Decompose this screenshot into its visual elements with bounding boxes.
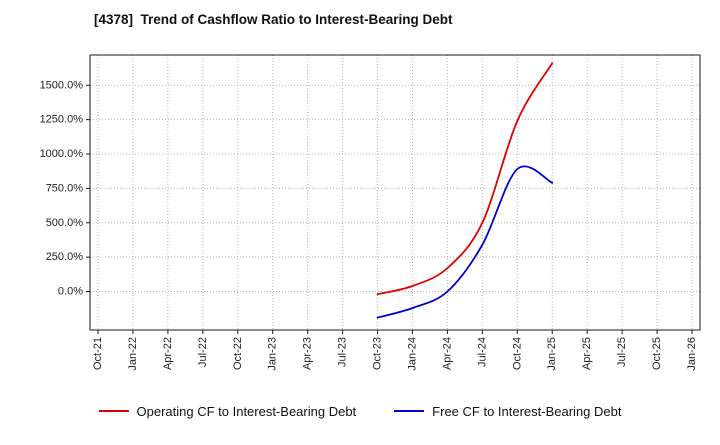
y-tick-label: 250.0% — [46, 251, 84, 263]
x-tick-label: Jul-24 — [476, 337, 488, 367]
x-tick-label: Oct-22 — [232, 337, 244, 370]
legend-item-free-cf: Free CF to Interest-Bearing Debt — [394, 404, 621, 419]
axes — [86, 54, 701, 334]
legend-label-free-cf: Free CF to Interest-Bearing Debt — [432, 403, 622, 419]
x-tick-label: Jan-26 — [686, 337, 698, 371]
x-tick-label: Oct-24 — [511, 337, 523, 370]
legend-line-blue — [394, 410, 425, 412]
y-tick-label: 1250.0% — [40, 114, 84, 126]
x-tick-label: Oct-23 — [372, 337, 384, 370]
x-tick-label: Oct-25 — [651, 337, 663, 370]
legend-item-operating-cf: Operating CF to Interest-Bearing Debt — [98, 403, 357, 419]
x-tick-label: Apr-22 — [162, 337, 174, 370]
y-tick-label: 1500.0% — [40, 79, 84, 91]
series-lines — [376, 62, 554, 319]
gridlines — [90, 55, 700, 330]
x-tick-label: Apr-25 — [581, 337, 593, 370]
y-tick-label: 0.0% — [58, 286, 83, 298]
axis-labels: Oct-21 Jan-22 Apr-22 Jul-22 Oct-22 Jan-23 Apr-… — [40, 79, 698, 370]
series-line-0 — [376, 62, 554, 296]
x-tick-label: Jan-24 — [406, 337, 418, 371]
y-tick-label: 1000.0% — [40, 148, 84, 160]
x-tick-label: Apr-23 — [302, 337, 314, 370]
x-tick-label: Jan-23 — [267, 337, 279, 371]
x-tick-label: Jul-25 — [616, 337, 628, 367]
legend-line-red — [98, 410, 129, 412]
plot-border — [89, 54, 701, 331]
x-tick-label: Jan-25 — [546, 337, 558, 371]
x-tick-label: Apr-24 — [441, 337, 453, 370]
x-tick-label: Oct-21 — [92, 337, 104, 370]
series-line-1 — [376, 165, 554, 319]
chart-title: [4378] Trend of Cashflow Ratio to Intere… — [94, 12, 453, 27]
legend-label-operating-cf: Operating CF to Interest-Bearing Debt — [136, 403, 357, 419]
chart-legend: Operating CF to Interest-Bearing Debt Fr… — [0, 401, 720, 421]
x-tick-label: Jul-23 — [337, 337, 349, 367]
y-tick-label: 750.0% — [46, 182, 84, 194]
x-tick-label: Jul-22 — [197, 337, 209, 367]
x-tick-label: Jan-22 — [127, 337, 139, 371]
y-tick-label: 500.0% — [46, 217, 84, 229]
